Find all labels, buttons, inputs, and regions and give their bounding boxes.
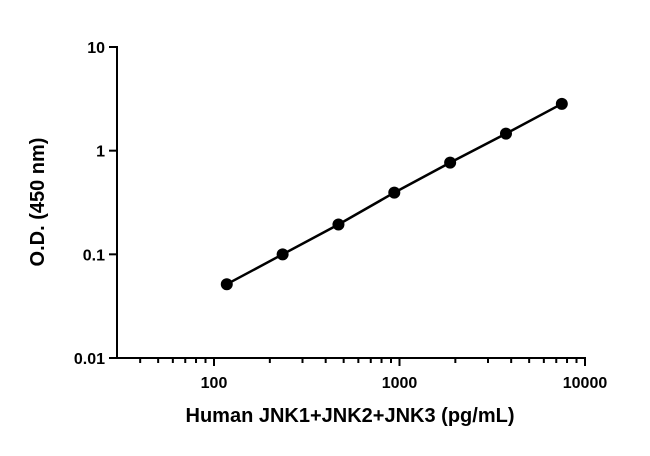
x-tick-label: 100	[201, 375, 228, 392]
y-tick-label: 0.01	[74, 351, 105, 368]
y-tick-label: 0.1	[83, 247, 105, 264]
data-point	[444, 156, 457, 169]
y-tick-label: 1	[96, 144, 105, 161]
y-tick-label: 10	[87, 40, 105, 57]
data-point	[276, 248, 289, 261]
x-tick-label: 10000	[563, 375, 608, 392]
data-point	[332, 218, 345, 231]
x-axis-label: Human JNK1+JNK2+JNK3 (pg/mL)	[186, 405, 515, 427]
data-point	[388, 186, 401, 199]
data-point	[555, 97, 568, 110]
data-point	[220, 278, 233, 291]
data-point	[499, 127, 512, 140]
y-axis-label: O.D. (450 nm)	[27, 138, 49, 267]
x-tick-label: 1000	[382, 375, 418, 392]
